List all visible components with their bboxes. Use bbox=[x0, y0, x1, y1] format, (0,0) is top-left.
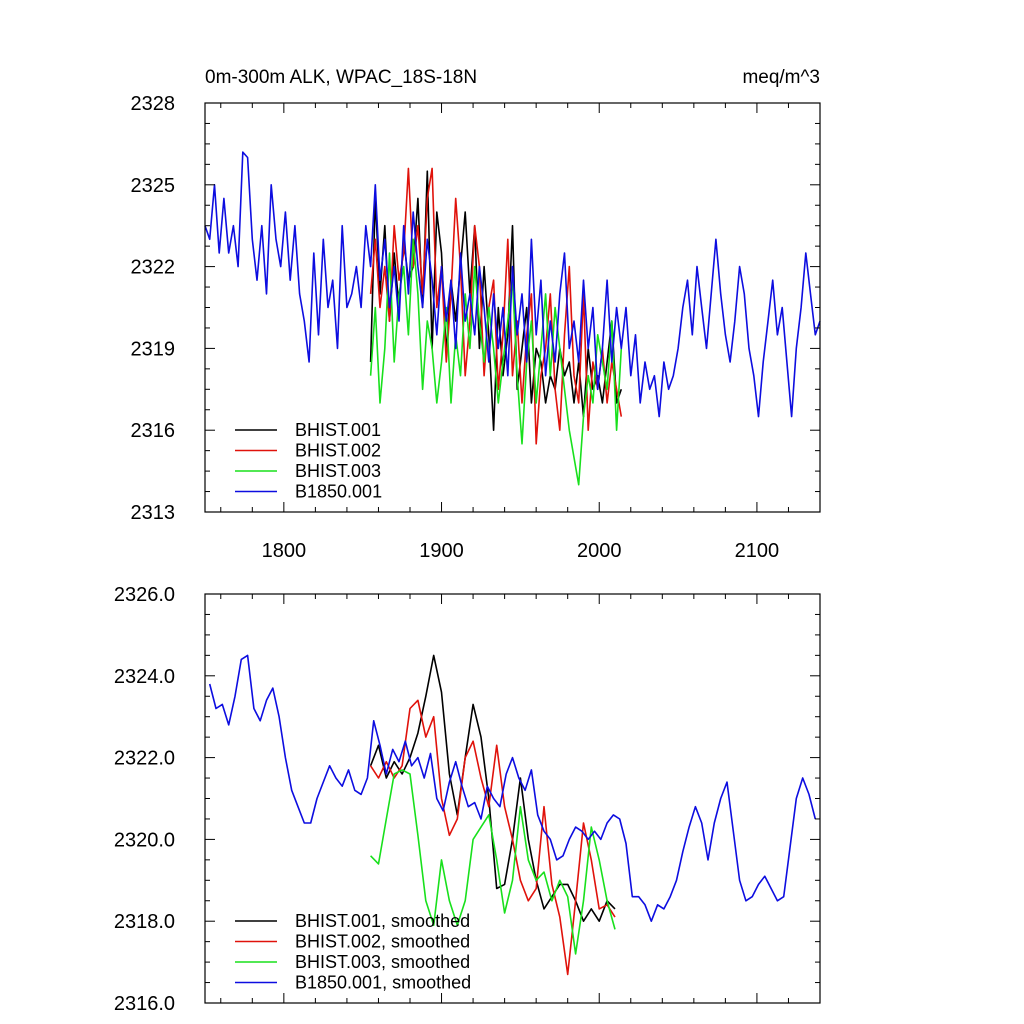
x-tick-label: 2100 bbox=[735, 540, 780, 562]
legend-label-3: BHIST.003, smoothed bbox=[295, 952, 470, 972]
y-tick-label: 2319 bbox=[131, 338, 176, 360]
legend-label-4: B1850.001 bbox=[295, 482, 382, 502]
x-tick-label: 2000 bbox=[577, 540, 622, 562]
chart-units: meq/m^3 bbox=[742, 67, 820, 88]
bottom-chart-panel: 2316.0 2318.0 2320.0 2322.0 2324.0 2326.0 BHIS… bbox=[114, 584, 821, 1015]
series-line-4 bbox=[204, 151, 821, 418]
y-tick-label: 2320.0 bbox=[114, 829, 175, 851]
y-tick-label: 2322 bbox=[131, 257, 176, 279]
x-tick-label: 1800 bbox=[262, 540, 307, 562]
y-tick-label: 2313 bbox=[131, 502, 176, 524]
y-tick-label: 2316 bbox=[131, 420, 176, 442]
top-chart-panel: 0m-300m ALK, WPAC_18S-18N meq/m^3 2313 23… bbox=[131, 67, 821, 562]
y-tick-label: 2326.0 bbox=[114, 584, 175, 606]
series-line-3 bbox=[370, 769, 616, 955]
legend-label-2: BHIST.002 bbox=[295, 441, 381, 461]
y-tick-label: 2318.0 bbox=[114, 911, 175, 933]
y-tick-label: 2328 bbox=[131, 93, 176, 115]
legend-label-4: B1850.001, smoothed bbox=[295, 973, 471, 993]
y-tick-label: 2316.0 bbox=[114, 993, 175, 1015]
chart-title: 0m-300m ALK, WPAC_18S-18N bbox=[205, 67, 477, 88]
legend-label-1: BHIST.001, smoothed bbox=[295, 911, 470, 931]
series-line-4 bbox=[208, 654, 817, 923]
series-line-1 bbox=[369, 654, 616, 923]
x-tick-label: 1900 bbox=[419, 540, 464, 562]
y-tick-label: 2322.0 bbox=[114, 748, 175, 770]
y-tick-label: 2325 bbox=[131, 175, 176, 197]
legend-label-2: BHIST.002, smoothed bbox=[295, 932, 470, 952]
y-tick-label: 2324.0 bbox=[114, 666, 175, 688]
legend-label-3: BHIST.003 bbox=[295, 461, 381, 481]
legend-label-1: BHIST.001 bbox=[295, 420, 381, 440]
series-line-3 bbox=[369, 238, 623, 486]
series-line-2 bbox=[369, 699, 616, 976]
